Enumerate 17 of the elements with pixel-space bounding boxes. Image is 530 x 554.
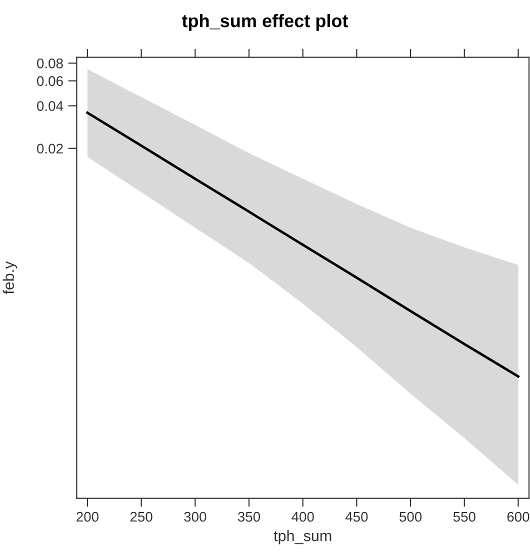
x-tick-label: 600 [507, 512, 530, 522]
x-tick-label: 300 [184, 512, 206, 522]
x-tick-label: 550 [453, 512, 476, 522]
x-tick-label: 400 [292, 512, 314, 522]
y-tick-label: 0.02 [37, 144, 63, 154]
x-tick-label: 200 [76, 512, 99, 522]
chart-title: tph_sum effect plot [182, 14, 348, 31]
y-tick-label: 0.08 [37, 58, 63, 68]
x-axis-title: tph_sum [274, 530, 332, 544]
y-tick-label: 0.04 [37, 101, 64, 111]
line-series [86, 112, 520, 378]
x-tick-label: 500 [400, 512, 422, 522]
x-tick-label: 450 [345, 512, 368, 522]
x-tick-label: 350 [238, 512, 260, 522]
x-tick-label: 250 [130, 512, 152, 522]
y-axis-title: feb.y [2, 261, 18, 294]
y-tick-label: 0.06 [37, 76, 63, 86]
